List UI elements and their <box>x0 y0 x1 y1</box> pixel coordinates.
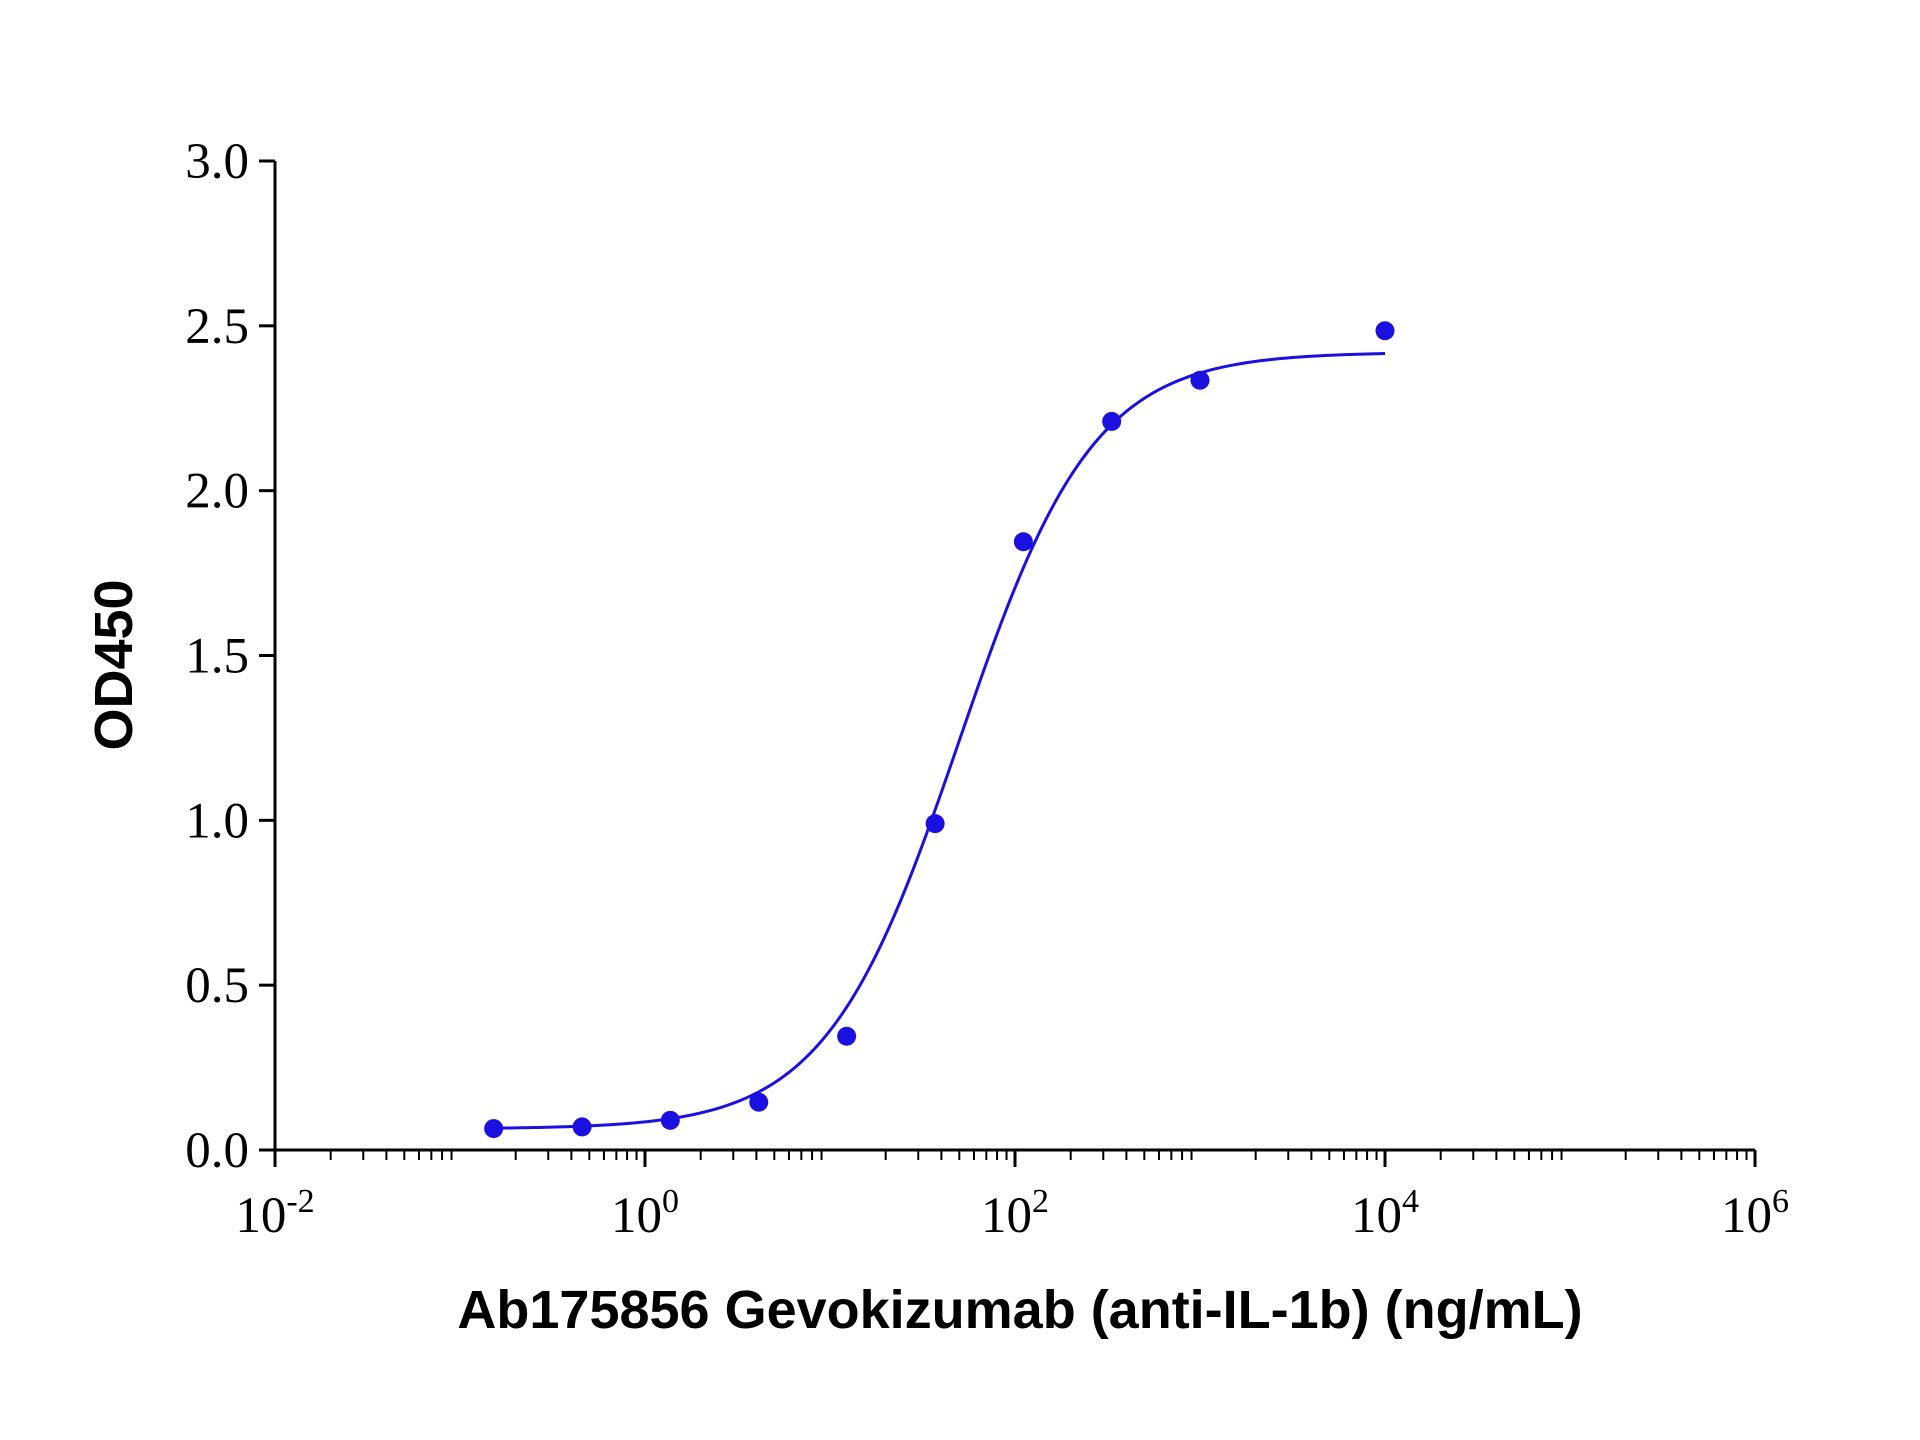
y-axis-title: OD450 <box>84 579 144 750</box>
data-point <box>837 1026 857 1046</box>
data-point <box>749 1092 769 1112</box>
data-points-layer <box>484 321 1395 1139</box>
x-tick-label: 10-2 <box>235 1183 314 1244</box>
axes <box>273 161 1755 1152</box>
y-tick-label: 1.5 <box>185 629 249 685</box>
data-point <box>484 1119 504 1139</box>
x-axis-ticks: 10-2 100 102 104 106 <box>235 1150 1789 1244</box>
fit-curve <box>493 352 1386 1130</box>
y-tick-label: 1.0 <box>185 793 249 849</box>
y-tick-label: 2.0 <box>185 464 249 520</box>
y-tick-label: 0.5 <box>185 958 249 1014</box>
x-tick-label: 106 <box>1721 1183 1789 1244</box>
y-tick-label: 3.0 <box>185 134 249 190</box>
y-tick-label: 0.0 <box>185 1123 249 1179</box>
y-tick-label: 2.5 <box>185 299 249 355</box>
x-tick-label: 102 <box>981 1183 1049 1244</box>
x-tick-label: 104 <box>1351 1183 1419 1244</box>
data-point <box>1013 532 1033 552</box>
x-axis-title: Ab175856 Gevokizumab (anti-IL-1b) (ng/mL… <box>457 1280 1582 1340</box>
x-tick-label: 100 <box>611 1183 679 1244</box>
data-point <box>1375 321 1395 341</box>
data-point <box>925 814 945 834</box>
data-point <box>660 1110 680 1130</box>
data-point <box>572 1117 592 1137</box>
fit-curve-layer <box>493 352 1386 1130</box>
data-point <box>1190 370 1210 390</box>
y-axis-ticks: 0.0 0.5 1.0 1.5 2.0 2.5 3.0 <box>185 134 275 1179</box>
data-point <box>1102 411 1122 431</box>
